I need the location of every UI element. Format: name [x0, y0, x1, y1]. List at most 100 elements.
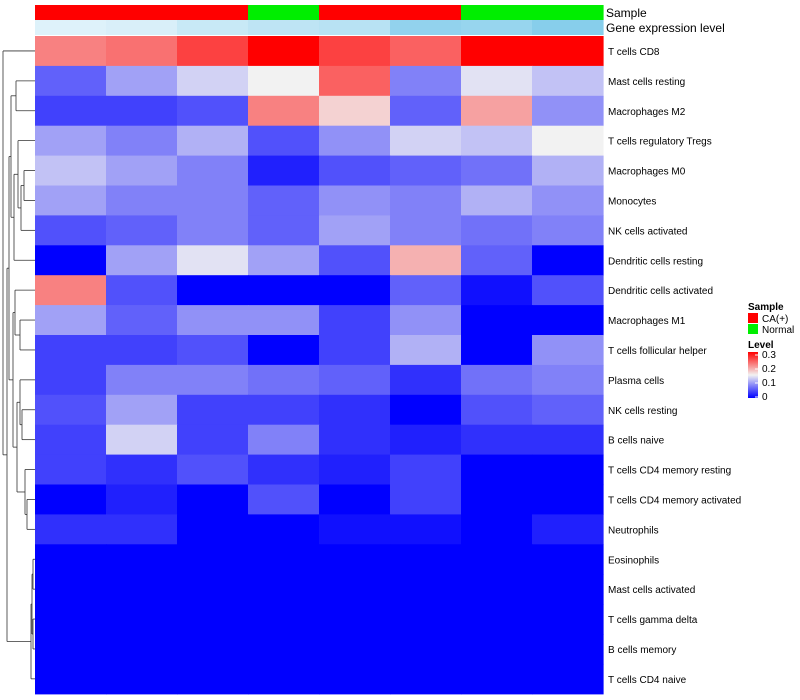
heatmap-cell: [319, 65, 391, 97]
heatmap-cell: [461, 245, 533, 276]
heatmap-cell: [248, 185, 320, 216]
heatmap-cell: [319, 245, 391, 276]
heatmap-cell: [461, 634, 533, 665]
heatmap-cell: [248, 424, 320, 456]
row-label: T cells gamma delta: [608, 615, 698, 626]
legend-level-tick-label: 0.2: [762, 364, 776, 375]
heatmap-cell: [177, 514, 249, 545]
heatmap-cell: [106, 95, 178, 127]
heatmap-cell: [319, 185, 391, 216]
annotation-track-label: Sample: [606, 6, 647, 20]
heatmap-cell: [390, 155, 462, 187]
heatmap-cell: [248, 65, 320, 97]
heatmap-cell: [319, 305, 391, 336]
heatmap-cell: [106, 514, 178, 545]
annotation-cell: [106, 20, 178, 35]
heatmap-cell: [390, 364, 462, 396]
heatmap-cell: [532, 36, 604, 67]
annotation-cell: [177, 5, 249, 20]
heatmap-cell: [177, 125, 249, 157]
heatmap-cell: [248, 95, 320, 127]
heatmap-cell: [390, 544, 462, 575]
heatmap-cell: [532, 245, 604, 276]
heatmap-cell: [177, 275, 249, 306]
row-label: NK cells activated: [608, 226, 687, 237]
heatmap-cell: [35, 604, 107, 635]
heatmap-cell: [461, 604, 533, 635]
heatmap-cell: [106, 604, 178, 635]
legend-level-tick-label: 0.3: [762, 350, 776, 361]
annotation-cell: [248, 20, 320, 35]
heatmap-cell: [177, 364, 249, 396]
heatmap-cell: [532, 484, 604, 515]
heatmap-cell: [248, 125, 320, 157]
row-label: T cells CD4 memory activated: [608, 495, 741, 506]
heatmap-cell: [461, 185, 533, 216]
annotation-cell: [106, 5, 178, 20]
annotation-cell: [532, 5, 604, 20]
heatmap-cell: [248, 634, 320, 665]
heatmap-cell: [532, 65, 604, 97]
row-label: Dendritic cells resting: [608, 256, 703, 267]
annotation-cell: [177, 20, 249, 35]
heatmap-cell: [35, 514, 107, 545]
heatmap-cell: [177, 185, 249, 216]
heatmap-cell: [177, 544, 249, 575]
annotation-cell: [532, 20, 604, 35]
heatmap-cell: [461, 544, 533, 575]
heatmap-cell: [106, 663, 178, 695]
heatmap-cell: [390, 454, 462, 486]
heatmap-cell: [35, 155, 107, 187]
heatmap-cell: [248, 155, 320, 187]
heatmap-cell: [319, 125, 391, 157]
heatmap-cell: [319, 155, 391, 187]
heatmap-cell: [248, 245, 320, 276]
row-dendrogram: [2, 50, 35, 680]
heatmap-cell: [461, 36, 533, 67]
heatmap-cell: [35, 185, 107, 216]
heatmap-cell: [177, 245, 249, 276]
legend-swatch-ca: [748, 313, 758, 323]
heatmap-cell: [106, 125, 178, 157]
heatmap-cell: [248, 335, 320, 366]
heatmap-cell: [35, 663, 107, 695]
heatmap-cell: [106, 215, 178, 246]
heatmap-cell: [35, 454, 107, 486]
heatmap-cell: [461, 484, 533, 515]
annotation-cell: [461, 5, 533, 20]
heatmap-cell: [390, 663, 462, 695]
heatmap-cell: [390, 65, 462, 97]
annotation-cell: [248, 5, 320, 20]
heatmap-cell: [106, 245, 178, 276]
heatmap-cell: [461, 394, 533, 426]
heatmap-cell: [461, 215, 533, 246]
heatmap-cell: [532, 364, 604, 396]
legend-level-tick-label: 0: [762, 392, 768, 403]
heatmap-cell: [177, 604, 249, 635]
annotation-cell: [319, 20, 391, 35]
heatmap-cell: [319, 215, 391, 246]
heatmap-cell: [390, 36, 462, 67]
heatmap-cell: [248, 36, 320, 67]
heatmap-cell: [461, 424, 533, 456]
heatmap-cell: [461, 663, 533, 695]
annotation-cell: [461, 20, 533, 35]
heatmap-cell: [319, 275, 391, 306]
legend-swatch-normal: [748, 324, 758, 334]
heatmap-cell: [177, 65, 249, 97]
heatmap-cell: [390, 574, 462, 605]
heatmap-cell: [532, 335, 604, 366]
heatmap-cell: [35, 394, 107, 426]
legend-sample-title: Sample: [748, 302, 784, 313]
heatmap-cell: [106, 275, 178, 306]
row-label: T cells regulatory Tregs: [608, 137, 712, 148]
heatmap-cell: [319, 484, 391, 515]
row-label: Dendritic cells activated: [608, 286, 713, 297]
heatmap-cell: [532, 155, 604, 187]
heatmap-cell: [35, 634, 107, 665]
legend-level-colorbar: [748, 352, 758, 398]
heatmap-cell: [248, 215, 320, 246]
heatmap-cell: [248, 275, 320, 306]
